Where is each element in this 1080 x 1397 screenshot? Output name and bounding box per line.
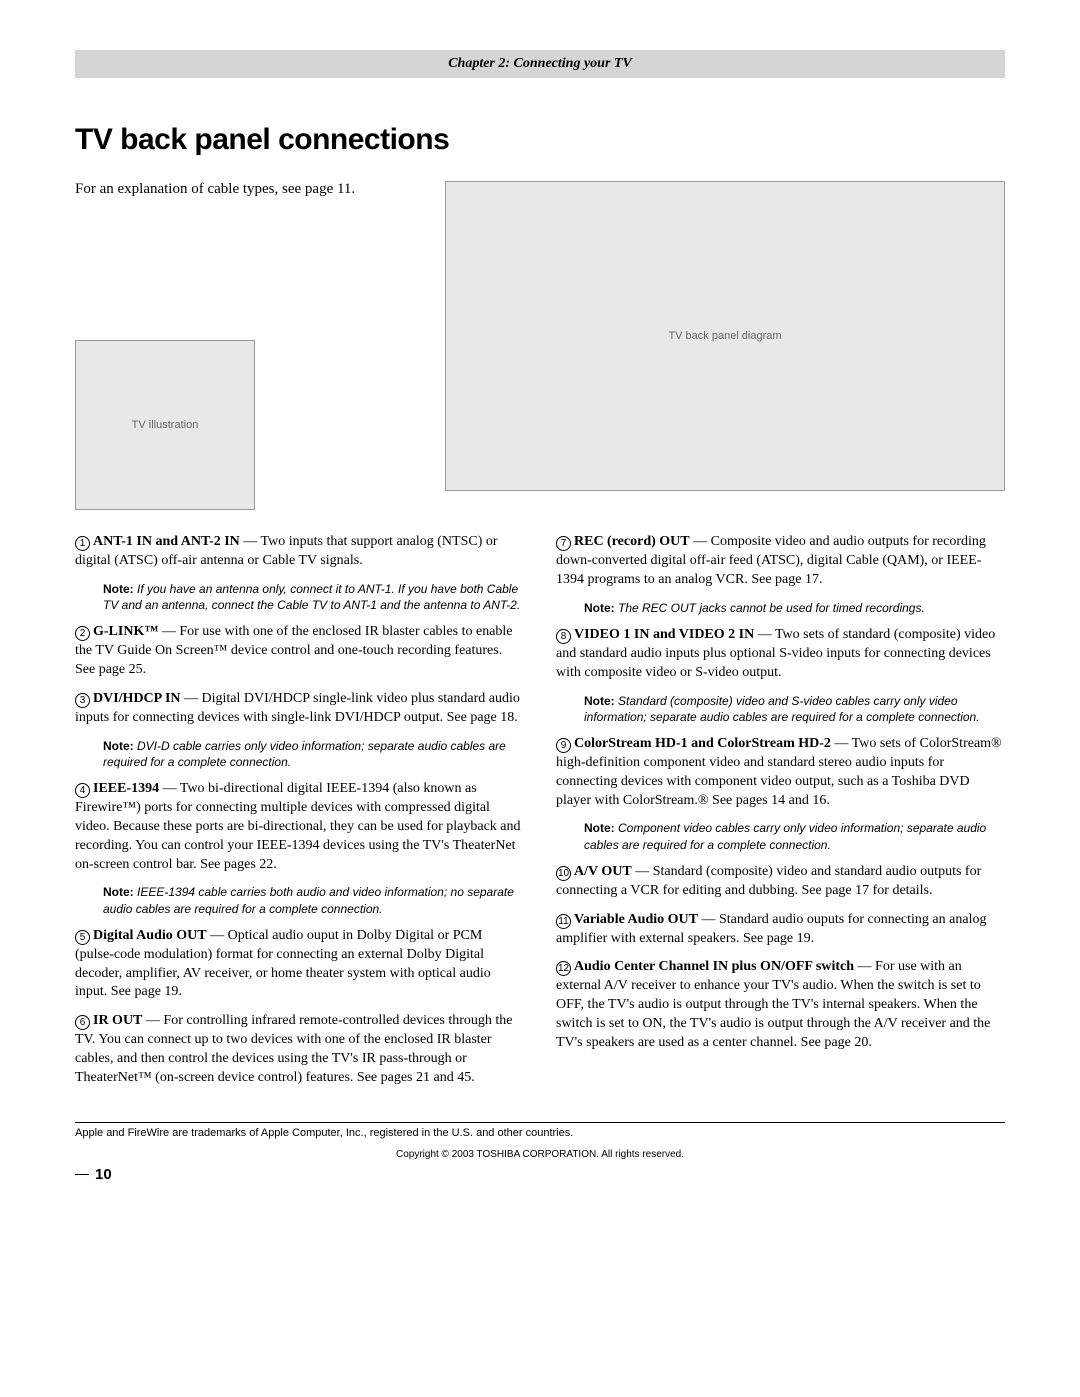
item-number-icon: 7 (556, 536, 571, 551)
note-text: Component video cables carry only video … (584, 821, 986, 851)
connection-item: 7REC (record) OUT — Composite video and … (556, 533, 1005, 590)
item-title: DVI/HDCP IN (93, 691, 181, 706)
note-label: Note: (103, 582, 137, 596)
item-number-icon: 2 (75, 626, 90, 641)
item-note: Note: If you have an antenna only, conne… (103, 581, 524, 613)
note-label: Note: (103, 885, 137, 899)
note-text: The REC OUT jacks cannot be used for tim… (618, 601, 925, 615)
left-column: 1ANT-1 IN and ANT-2 IN — Two inputs that… (75, 533, 524, 1098)
connection-item: 4IEEE-1394 — Two bi-directional digital … (75, 780, 524, 874)
item-title: ANT-1 IN and ANT-2 IN (93, 534, 240, 549)
connection-item: 1ANT-1 IN and ANT-2 IN — Two inputs that… (75, 533, 524, 571)
connection-item: 2G-LINK™ — For use with one of the enclo… (75, 623, 524, 680)
connection-item: 6IR OUT — For controlling infrared remot… (75, 1012, 524, 1088)
connection-item: 8VIDEO 1 IN and VIDEO 2 IN — Two sets of… (556, 626, 1005, 683)
item-title: G-LINK™ (93, 624, 158, 639)
note-label: Note: (103, 739, 137, 753)
item-title: IR OUT (93, 1013, 142, 1028)
footnote: Apple and FireWire are trademarks of App… (75, 1127, 1005, 1139)
connection-item: 11Variable Audio OUT — Standard audio ou… (556, 911, 1005, 949)
item-title: Digital Audio OUT (93, 928, 207, 943)
chapter-header: Chapter 2: Connecting your TV (75, 50, 1005, 78)
footnote-rule (75, 1122, 1005, 1123)
tv-illustration: TV illustration (75, 340, 255, 510)
item-title: Audio Center Channel IN plus ON/OFF swit… (574, 959, 854, 974)
connection-item: 10A/V OUT — Standard (composite) video a… (556, 863, 1005, 901)
item-number-icon: 5 (75, 930, 90, 945)
connection-item: 9ColorStream HD-1 and ColorStream HD-2 —… (556, 735, 1005, 811)
note-text: DVI-D cable carries only video informati… (103, 739, 506, 769)
item-title: VIDEO 1 IN and VIDEO 2 IN (574, 627, 754, 642)
note-label: Note: (584, 601, 618, 615)
page-number: 10 (95, 1166, 112, 1183)
item-title: ColorStream HD-1 and ColorStream HD-2 (574, 736, 831, 751)
item-number-icon: 10 (556, 866, 571, 881)
item-number-icon: 11 (556, 914, 571, 929)
right-column: 7REC (record) OUT — Composite video and … (556, 533, 1005, 1098)
item-title: REC (record) OUT (574, 534, 690, 549)
item-number-icon: 6 (75, 1015, 90, 1030)
item-title: Variable Audio OUT (574, 912, 698, 927)
item-number-icon: 1 (75, 536, 90, 551)
item-title: A/V OUT (574, 864, 632, 879)
item-number-icon: 4 (75, 783, 90, 798)
item-number-icon: 8 (556, 629, 571, 644)
connection-item: 12Audio Center Channel IN plus ON/OFF sw… (556, 958, 1005, 1052)
item-number-icon: 3 (75, 693, 90, 708)
item-note: Note: DVI-D cable carries only video inf… (103, 738, 524, 770)
back-panel-diagram: TV back panel diagram (445, 181, 1005, 491)
note-text: Standard (composite) video and S-video c… (584, 694, 980, 724)
item-note: Note: The REC OUT jacks cannot be used f… (584, 600, 1005, 616)
note-label: Note: (584, 821, 618, 835)
connection-item: 3DVI/HDCP IN — Digital DVI/HDCP single-l… (75, 690, 524, 728)
note-text: IEEE-1394 cable carries both audio and v… (103, 885, 514, 915)
top-area: TV back panel diagram For an explanation… (75, 181, 1005, 511)
note-label: Note: (584, 694, 618, 708)
copyright: Copyright © 2003 TOSHIBA CORPORATION. Al… (75, 1149, 1005, 1160)
item-note: Note: IEEE-1394 cable carries both audio… (103, 884, 524, 916)
item-title: IEEE-1394 (93, 781, 159, 796)
item-number-icon: 12 (556, 961, 571, 976)
item-note: Note: Component video cables carry only … (584, 820, 1005, 852)
page-title: TV back panel connections (75, 123, 1005, 157)
item-number-icon: 9 (556, 738, 571, 753)
chapter-text: Chapter 2: Connecting your TV (448, 56, 632, 72)
note-text: If you have an antenna only, connect it … (103, 582, 520, 612)
page-number-row: 10 (75, 1166, 1005, 1183)
content-columns: 1ANT-1 IN and ANT-2 IN — Two inputs that… (75, 533, 1005, 1098)
connection-item: 5Digital Audio OUT — Optical audio ouput… (75, 927, 524, 1003)
item-note: Note: Standard (composite) video and S-v… (584, 693, 1005, 725)
